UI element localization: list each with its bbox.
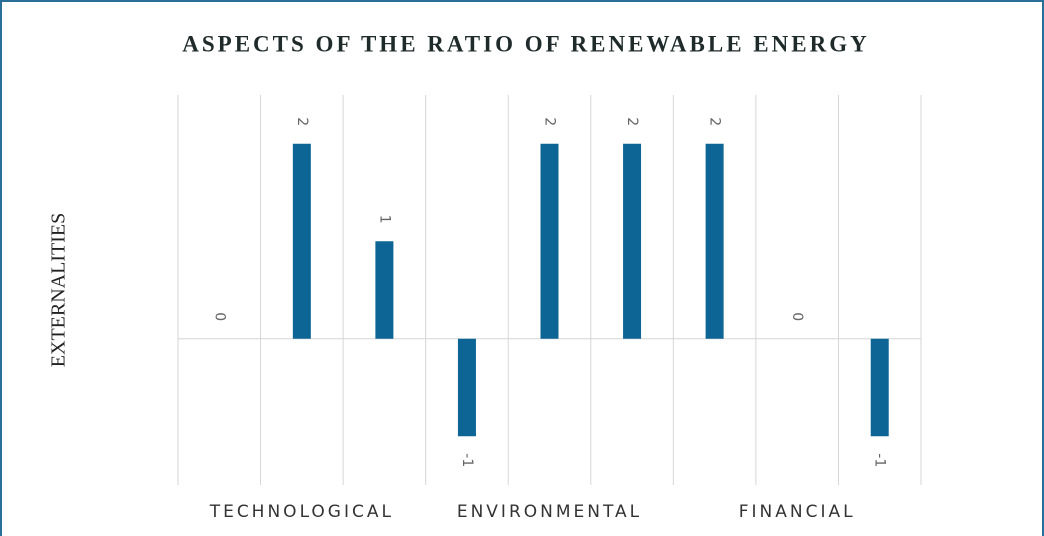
y-axis-label: EXTERNALITIES: [48, 213, 70, 367]
value-label: 2: [624, 117, 640, 126]
value-label: 1: [376, 215, 392, 224]
bar: [540, 143, 559, 339]
value-label: 2: [707, 117, 723, 126]
bar: [705, 143, 724, 339]
x-tick-label: FINANCIAL: [739, 502, 856, 522]
bar: [457, 338, 476, 437]
value-label: -1: [459, 453, 475, 467]
value-label: 0: [789, 312, 805, 321]
bar: [375, 241, 394, 339]
bar: [292, 143, 311, 339]
x-tick-label: ENVIRONMENTAL: [457, 502, 642, 522]
bar: [870, 338, 889, 437]
bar: [623, 143, 642, 339]
value-label: 2: [542, 117, 558, 126]
value-label: -1: [872, 453, 888, 467]
x-tick-label: TECHNOLOGICAL: [209, 502, 394, 522]
chart-title: ASPECTS OF THE RATIO OF RENEWABLE ENERGY: [182, 31, 869, 56]
value-label: 2: [294, 117, 310, 126]
value-label: 0: [211, 312, 227, 321]
